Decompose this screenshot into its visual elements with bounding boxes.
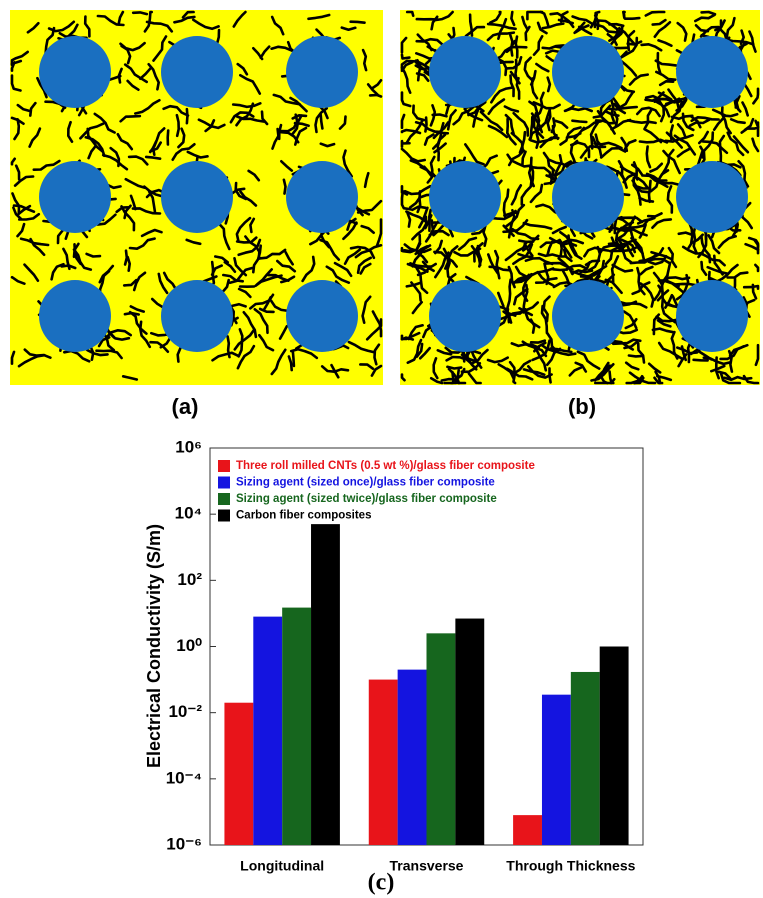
glass-fiber (286, 36, 358, 108)
cnt (370, 95, 381, 97)
cnt (561, 242, 562, 256)
cnt (125, 313, 139, 314)
bar (455, 619, 484, 845)
glass-fiber (552, 161, 624, 233)
glass-fiber (676, 36, 748, 108)
glass-fiber (676, 280, 748, 352)
cnt (499, 62, 513, 63)
glass-fiber (39, 36, 111, 108)
y-tick-label: 10⁶ (175, 437, 202, 456)
cnt (417, 19, 438, 20)
cnt (351, 22, 365, 23)
bar (571, 672, 600, 845)
legend-swatch (218, 477, 230, 489)
glass-fiber (161, 36, 233, 108)
y-tick-label: 10⁻² (168, 702, 202, 721)
cnt (550, 368, 551, 382)
cnt (625, 18, 639, 19)
bar (542, 695, 571, 845)
cnt (293, 352, 294, 366)
figure: (a) (b) Electrical Conductivity (S/m) (c… (0, 0, 763, 898)
x-tick-label: Transverse (390, 858, 464, 874)
cnt (429, 210, 430, 231)
bar (427, 633, 456, 845)
glass-fiber (286, 161, 358, 233)
glass-fiber (552, 36, 624, 108)
legend-label: Carbon fiber composites (236, 510, 371, 522)
cnt (572, 121, 586, 122)
cnt (321, 115, 323, 129)
bar (398, 670, 427, 845)
glass-fiber (39, 280, 111, 352)
legend-swatch (218, 493, 230, 505)
glass-fiber (429, 36, 501, 108)
cnt (516, 60, 517, 81)
panel-label: (a) (172, 394, 199, 419)
bar (253, 617, 282, 845)
cnt (510, 35, 512, 56)
y-axis-label: Electrical Conductivity (S/m) (144, 524, 164, 768)
legend-swatch (218, 510, 230, 522)
y-tick-label: 10⁻⁴ (166, 768, 202, 787)
legend-label: Sizing agent (sized once)/glass fiber co… (236, 477, 495, 489)
y-tick-label: 10⁻⁶ (166, 834, 202, 853)
cnt (615, 219, 616, 233)
y-tick-label: 10⁴ (175, 504, 202, 523)
bar (513, 815, 542, 845)
glass-fiber (552, 280, 624, 352)
cnt (228, 336, 230, 357)
glass-fiber (429, 280, 501, 352)
y-tick-label: 10⁰ (176, 636, 202, 655)
cnt (553, 269, 567, 270)
cnt (516, 37, 518, 58)
glass-fiber (676, 161, 748, 233)
cnt (519, 241, 533, 242)
x-tick-label: Through Thickness (506, 858, 635, 874)
glass-fiber (429, 161, 501, 233)
cnt (425, 118, 426, 132)
glass-fiber (161, 280, 233, 352)
glass-fiber (286, 280, 358, 352)
bar (311, 524, 340, 845)
legend-swatch (218, 460, 230, 472)
y-tick-label: 10² (177, 570, 202, 589)
bar (282, 608, 311, 845)
legend-label: Three roll milled CNTs (0.5 wt %)/glass … (236, 460, 535, 472)
cnt (611, 101, 613, 121)
cnt (629, 356, 643, 357)
cnt (531, 117, 532, 138)
bar (224, 703, 253, 845)
cnt (694, 360, 708, 361)
cnt (624, 12, 625, 17)
legend-label: Sizing agent (sized twice)/glass fiber c… (236, 493, 497, 505)
x-tick-label: Longitudinal (240, 858, 324, 874)
schematics (10, 10, 760, 385)
cnt (168, 131, 169, 145)
cnt (187, 109, 188, 123)
panel-label: (b) (568, 394, 596, 419)
bar (369, 680, 398, 845)
glass-fiber (39, 161, 111, 233)
glass-fiber (161, 161, 233, 233)
bar (600, 647, 629, 846)
